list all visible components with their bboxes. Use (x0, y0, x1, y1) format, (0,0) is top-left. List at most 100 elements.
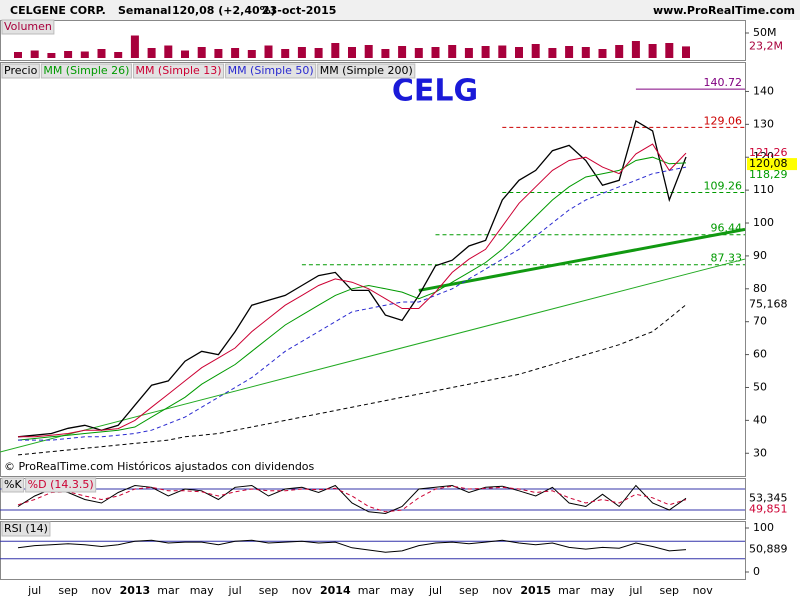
x-tick-label: nov (693, 584, 714, 597)
last-value-label: 121,26 (749, 146, 788, 159)
x-tick-label: mar (358, 584, 380, 597)
volume-bar (448, 45, 457, 58)
x-tick-label: may (390, 584, 414, 597)
y-tick-label: 110 (753, 183, 774, 196)
volume-bar (498, 45, 507, 58)
quote: 120,08 (+2,40%) (172, 4, 276, 17)
volume-bar (297, 47, 306, 58)
volume-bar (398, 46, 407, 58)
volume-bar (231, 48, 240, 58)
volume-panel (0, 20, 746, 61)
last-value-label: 23,2M (749, 39, 783, 52)
last-value-label: 118,29 (749, 168, 788, 181)
series-line (17, 120, 687, 438)
volume-bar (381, 49, 390, 58)
x-tick-label: jul (428, 584, 442, 597)
period: Semanal (118, 4, 171, 17)
y-tick-label: 40 (753, 413, 767, 426)
volume-bar (598, 49, 607, 58)
last-value-label: 120,08 (749, 157, 788, 170)
series-line (17, 485, 687, 513)
volume-bar (97, 49, 106, 58)
volume-bar (648, 44, 657, 58)
y-tick-label: 100 (753, 216, 774, 229)
footnote: © ProRealTime.com Históricos ajustados c… (4, 460, 315, 473)
volume-bar (615, 45, 624, 58)
series-line (18, 166, 687, 441)
legend-box (317, 63, 416, 79)
legend-label: MM (Simple 26) (43, 64, 129, 77)
volume-bar (181, 50, 189, 58)
volume-bar (548, 48, 557, 58)
y-tick-label: 60 (753, 348, 767, 361)
volume-bar (130, 35, 139, 58)
volume-bar (64, 51, 73, 58)
legend-label: %K (4, 478, 22, 491)
y-tick-label: 80 (753, 282, 767, 295)
x-tick-label: mar (558, 584, 580, 597)
y-tick-label: 90 (753, 249, 767, 262)
y-tick-label: 70 (753, 315, 767, 328)
volume-bar (364, 45, 373, 58)
volume-bar (147, 48, 156, 58)
legend-box (1, 521, 51, 537)
last-value-label: 75,168 (749, 298, 788, 311)
series-line (17, 156, 687, 441)
x-tick-label: nov (492, 584, 513, 597)
volume-bar (631, 41, 640, 58)
site: www.ProRealTime.com (653, 4, 795, 17)
level-label: 109.26 (704, 180, 743, 193)
x-tick-label: sep (660, 584, 679, 597)
volume-bar (481, 46, 490, 58)
legend-box (132, 63, 225, 79)
series-line (17, 304, 687, 456)
x-tick-label: mar (157, 584, 179, 597)
volume-bar (464, 48, 473, 58)
x-tick-label: sep (259, 584, 278, 597)
trend-line (0, 258, 746, 453)
stock-name: CELGENE CORP. (10, 4, 106, 17)
volume-bar (531, 44, 540, 58)
stochastic-panel (0, 478, 746, 520)
volume-bar (314, 48, 323, 58)
legend-label: MM (Simple 50) (228, 64, 314, 77)
volume-bar (14, 52, 22, 58)
price-panel (0, 62, 746, 477)
legend-box (1, 63, 40, 79)
volume-bar (581, 47, 590, 58)
x-tick-label: 2014 (320, 584, 351, 597)
last-value-label: 53,345 (749, 491, 788, 504)
x-tick-label: jul (27, 584, 41, 597)
volume-bar (214, 49, 223, 58)
volume-bar (431, 47, 440, 58)
level-label: 140.72 (704, 76, 743, 89)
series-line (17, 484, 687, 515)
trend-line (418, 227, 746, 292)
legend-box (225, 63, 317, 79)
x-tick-label: sep (58, 584, 77, 597)
y-tick-label: 140 (753, 84, 774, 97)
x-tick-label: jul (628, 584, 642, 597)
legend-box (1, 477, 25, 493)
legend-label: MM (Simple 200) (320, 64, 413, 77)
last-value-box (747, 158, 797, 171)
date: 23-oct-2015 (262, 4, 336, 17)
legend-box (25, 477, 97, 493)
volume-bar (197, 47, 206, 58)
volume-bar (682, 46, 690, 58)
series-line (18, 143, 687, 438)
x-tick-label: nov (292, 584, 313, 597)
legend-label: Volumen (4, 20, 52, 33)
x-tick-label: may (591, 584, 615, 597)
y-tick-label: 0 (753, 565, 760, 578)
legend-box (1, 19, 55, 35)
level-label: 129.06 (704, 114, 743, 127)
y-tick-label: 30 (753, 446, 767, 459)
last-value-label: 50,889 (749, 543, 788, 556)
y-tick-label: 50M (753, 26, 777, 39)
legend-label: %D (14.3.5) (28, 478, 94, 491)
volume-bar (264, 45, 273, 58)
